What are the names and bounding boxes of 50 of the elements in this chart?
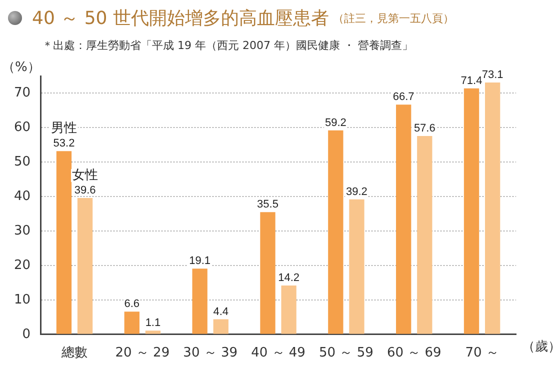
series-label: 女性 [72,168,98,183]
y-tick-label: 30 [14,223,31,238]
bar [464,88,480,334]
bar [484,82,500,334]
data-label: 53.2 [53,138,75,150]
y-tick-label: 20 [14,258,31,273]
bar [192,268,208,334]
chart-subtitle: ＊出處：厚生勞動省「平成 19 年（西元 2007 年）國民健康 ・ 營養調查」 [42,38,413,53]
bar [417,136,432,334]
data-label: 14.2 [278,272,300,284]
bar [260,212,276,334]
data-label: 39.6 [74,184,96,196]
data-label: 57.6 [414,122,436,134]
y-tick-label: 50 [14,154,31,170]
bar [124,312,140,334]
x-tick-label: 30 ～ 39 [183,346,238,361]
x-tick-label: 40 ～ 49 [251,346,306,361]
x-tick-label: 總數 [60,346,88,361]
y-tick-label: 70 [14,86,31,101]
y-axis-title: （%） [2,60,40,75]
bar [77,198,93,334]
x-tick-label: 50 ～ 59 [319,346,374,361]
text: （註三，見第一五八頁） [332,10,454,26]
data-label: 39.2 [346,186,368,198]
bar [213,319,228,334]
bar [349,199,364,334]
data-label: 66.7 [392,91,414,104]
data-label: 1.1 [145,317,161,330]
data-label: 19.1 [189,255,211,268]
chart-title: 40 ～ 50 世代開始增多的高血壓患者 [32,7,329,30]
y-tick-label: 60 [14,120,31,136]
bar [56,151,72,334]
data-label: 6.6 [124,298,140,310]
x-tick-label: 60 ～ 69 [386,346,442,361]
bar [281,285,296,334]
y-tick-label: 10 [14,292,31,308]
data-label: 59.2 [324,116,346,129]
y-tick-label: 0 [22,326,31,342]
data-label: 4.4 [213,306,229,318]
y-tick-label: 40 [14,188,31,204]
data-label: 71.4 [460,74,482,87]
series-label: 男性 [50,120,77,136]
x-axis-title: （歲） [522,339,560,354]
data-label: 35.5 [257,198,278,211]
bar [145,330,161,334]
data-label: 73.1 [482,69,504,82]
x-tick-label: 20 ～ 29 [115,346,170,361]
bar [396,104,412,334]
x-tick-label: 70 ～ [465,346,499,361]
bar [328,130,344,334]
